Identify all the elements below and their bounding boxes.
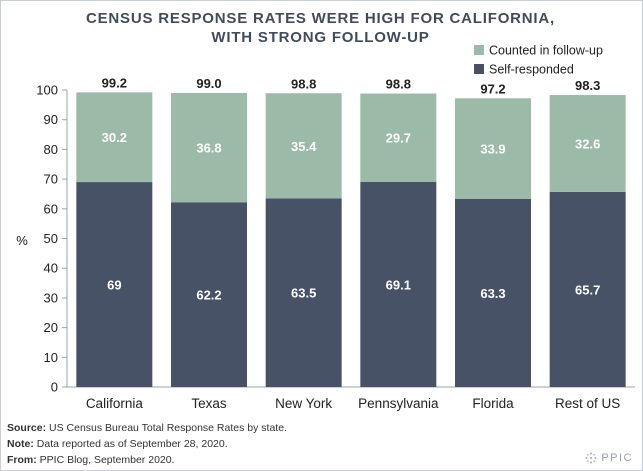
ppic-logo-icon [585,452,597,464]
y-tick-label: 60 [44,201,58,216]
bar-value-label: 35.4 [291,139,317,154]
bar-value-label: 29.7 [386,131,411,146]
note-label: Note: [7,438,34,450]
bar-value-label: 62.2 [196,288,221,303]
bar-value-label: 33.9 [480,142,505,157]
bar-segment [455,98,531,199]
bar-total-label: 97.2 [480,81,505,96]
bar-value-label: 69 [107,278,121,293]
bar-segment [76,182,153,387]
bar-total-label: 98.8 [386,77,411,92]
bar-value-label: 32.6 [575,136,600,151]
bar-value-label: 36.8 [196,141,221,156]
y-tick-label: 90 [44,112,58,127]
legend-swatch [474,45,484,55]
bar-segment [76,92,153,183]
bar-segment [171,202,247,387]
x-tick-label: Pennsylvania [358,396,439,411]
y-tick-label: 70 [44,172,58,187]
bar-segment [265,198,342,387]
x-tick-label: New York [275,396,332,411]
bar-segment [455,198,531,387]
source-label: Source: [7,422,47,434]
chart-title-line-2: WITH STRONG FOLLOW-UP [211,29,430,46]
chart-title: CENSUS RESPONSE RATES WERE HIGH FOR CALI… [0,9,641,47]
y-tick-label: 20 [44,320,58,335]
stacked-bar-chart: 0 10 20 30 40 50 60 70 80 90 100% 69 30.2 99.2 Califor… [16,44,635,411]
bar-segment [265,93,342,199]
bar-segment [549,191,626,387]
legend-label: Counted in follow-up [489,44,603,58]
x-tick-label: Rest of US [555,396,620,411]
bar-total-label: 98.8 [291,76,316,91]
bar-total-label: 98.3 [575,78,600,93]
ppic-logo-text: PPIC [601,452,633,464]
data-note: Note: Data reported as of September 28, … [7,436,287,452]
chart-notes: Source: US Census Bureau Total Response … [7,420,287,468]
y-tick-label: 40 [44,261,58,276]
bar-segment [171,92,247,203]
chart-title-line-1: CENSUS RESPONSE RATES WERE HIGH FOR CALI… [85,10,556,27]
from-note: From: PPIC Blog, September 2020. [7,452,287,468]
bar-segment [549,95,626,192]
legend-swatch [474,64,484,74]
bar-total-label: 99.2 [102,75,127,90]
source-text: US Census Bureau Total Response Rates by… [49,422,287,434]
bar-value-label: 63.3 [480,286,505,301]
x-tick-label: Florida [472,396,514,411]
bar-value-label: 30.2 [102,130,127,145]
bar-value-label: 65.7 [575,282,600,297]
x-tick-label: Texas [191,396,227,411]
y-tick-label: 30 [44,290,58,305]
y-tick-label: 10 [44,350,58,365]
source-note: Source: US Census Bureau Total Response … [7,420,287,436]
y-tick-label: 50 [44,231,58,246]
bar-value-label: 63.5 [291,286,316,301]
from-text: PPIC Blog, September 2020. [39,454,175,466]
y-tick-label: 80 [44,142,58,157]
from-label: From: [7,454,37,466]
bar-total-label: 99.0 [196,76,221,91]
note-text: Data reported as of September 28, 2020. [36,438,228,450]
bar-segment [360,93,437,182]
ppic-logo: PPIC [585,452,633,464]
y-tick-label: 100 [36,83,58,98]
bar-segment [360,181,437,387]
y-axis-label: % [16,233,28,248]
legend-label: Self-responded [489,63,574,77]
bar-value-label: 69.1 [386,277,411,292]
x-tick-label: California [86,396,144,411]
y-tick-label: 0 [51,380,58,395]
